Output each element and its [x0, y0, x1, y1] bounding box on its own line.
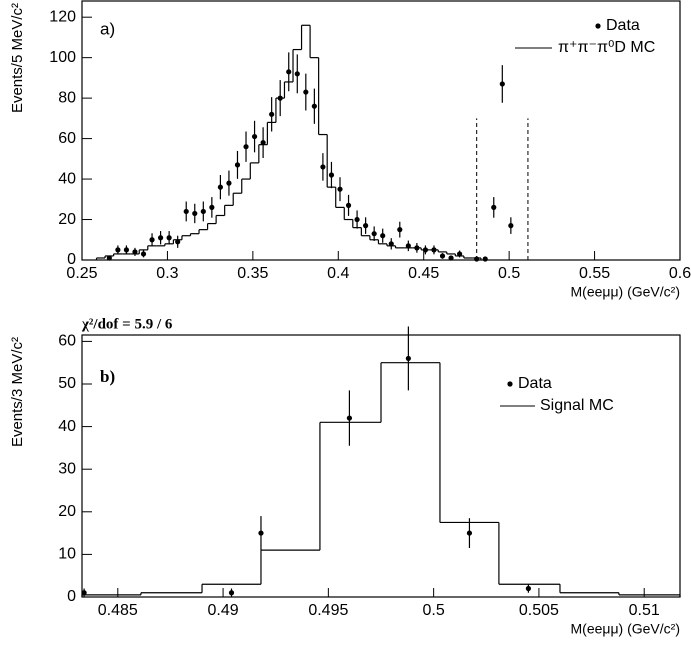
data-point — [217, 184, 223, 190]
data-point — [405, 355, 411, 362]
data-point — [346, 415, 353, 421]
data-point — [388, 241, 394, 247]
y-tick-label: 100 — [49, 49, 76, 66]
data-point — [363, 223, 369, 229]
data-point — [228, 590, 235, 596]
y-tick-label: 40 — [58, 170, 76, 187]
panel-label: b) — [100, 367, 115, 386]
legend-label: Signal MC — [540, 397, 614, 414]
data-point — [234, 162, 241, 168]
data-point — [414, 245, 420, 251]
data-point — [258, 530, 264, 536]
legend-marker — [507, 381, 513, 387]
x-tick-label: 0.45 — [408, 265, 439, 282]
y-tick-label: 20 — [58, 211, 76, 228]
data-point — [508, 223, 514, 229]
legend-label: π⁺π⁻π⁰D MC — [558, 39, 655, 56]
data-point — [277, 95, 283, 101]
y-tick-label: 60 — [58, 333, 76, 350]
data-point — [499, 81, 505, 87]
data-point — [345, 202, 352, 208]
y-tick-label: 80 — [58, 89, 76, 106]
x-axis-title: M(eeμμ) (GeV/c²) — [571, 284, 680, 300]
data-point — [209, 204, 215, 210]
x-tick-label: 0.5 — [423, 602, 445, 619]
x-tick-label: 0.25 — [66, 265, 97, 282]
data-point — [380, 233, 386, 239]
y-axis-title: Events/5 MeV/c² — [9, 3, 26, 113]
y-tick-label: 60 — [58, 130, 76, 147]
data-point — [371, 231, 377, 237]
data-point — [320, 164, 326, 170]
legend-label: Data — [606, 17, 640, 34]
data-point — [525, 585, 531, 592]
data-point — [439, 253, 446, 259]
x-tick-label: 0.55 — [579, 265, 610, 282]
panel-label: a) — [100, 19, 115, 38]
data-point — [166, 235, 172, 241]
data-point — [474, 256, 480, 262]
y-tick-label: 10 — [58, 546, 76, 563]
y-tick-label: 0 — [67, 251, 76, 268]
data-point — [328, 172, 335, 178]
x-tick-label: 0.35 — [237, 265, 268, 282]
x-tick-label: 0.5 — [498, 265, 520, 282]
plot-frame — [81, 334, 681, 598]
data-point — [354, 216, 360, 223]
data-point — [491, 204, 497, 210]
x-tick-label: 0.4 — [327, 265, 349, 282]
x-tick-label: 0.49 — [208, 602, 239, 619]
data-point — [456, 251, 463, 257]
data-point — [123, 247, 130, 253]
legend-marker — [595, 23, 601, 29]
data-point — [132, 249, 138, 255]
data-point — [200, 208, 206, 215]
data-point — [431, 247, 437, 253]
y-tick-label: 50 — [58, 375, 76, 392]
x-tick-label: 0.495 — [308, 602, 348, 619]
data-point — [157, 235, 164, 241]
x-tick-label: 0.505 — [519, 602, 559, 619]
data-point — [175, 239, 181, 245]
data-point — [397, 227, 403, 233]
legend-label: Data — [518, 375, 552, 392]
y-axis-title: Events/3 MeV/c² — [9, 337, 26, 447]
data-point — [183, 208, 189, 215]
x-tick-label: 0.3 — [156, 265, 178, 282]
x-tick-label: 0.485 — [98, 602, 138, 619]
data-point — [149, 237, 155, 243]
data-point — [269, 111, 275, 117]
data-point — [106, 255, 112, 261]
data-point — [303, 89, 309, 95]
fit-annotation: χ²/dof = 5.9 / 6 — [81, 316, 173, 332]
data-point — [482, 256, 488, 262]
data-point — [81, 590, 87, 596]
x-tick-label: 0.51 — [629, 602, 660, 619]
y-tick-label: 20 — [58, 503, 76, 520]
data-point — [337, 186, 343, 192]
data-point — [140, 251, 147, 257]
y-tick-label: 0 — [67, 588, 76, 605]
y-tick-label: 40 — [58, 418, 76, 435]
y-tick-label: 30 — [58, 460, 76, 477]
data-point — [115, 247, 121, 253]
data-point — [422, 247, 429, 253]
data-point — [405, 243, 411, 249]
x-axis-title: M(eeμμ) (GeV/c²) — [571, 621, 680, 637]
y-tick-label: 120 — [49, 8, 76, 25]
data-point — [448, 255, 454, 261]
plot-frame — [81, 0, 681, 261]
data-point — [311, 103, 317, 109]
data-point — [260, 140, 266, 146]
data-point — [286, 69, 292, 75]
data-point — [294, 71, 300, 77]
data-point — [251, 133, 258, 140]
x-tick-label: 0.6 — [669, 265, 691, 282]
data-point — [243, 144, 249, 150]
data-point — [466, 530, 473, 536]
data-point — [192, 210, 198, 217]
data-point — [226, 180, 232, 186]
